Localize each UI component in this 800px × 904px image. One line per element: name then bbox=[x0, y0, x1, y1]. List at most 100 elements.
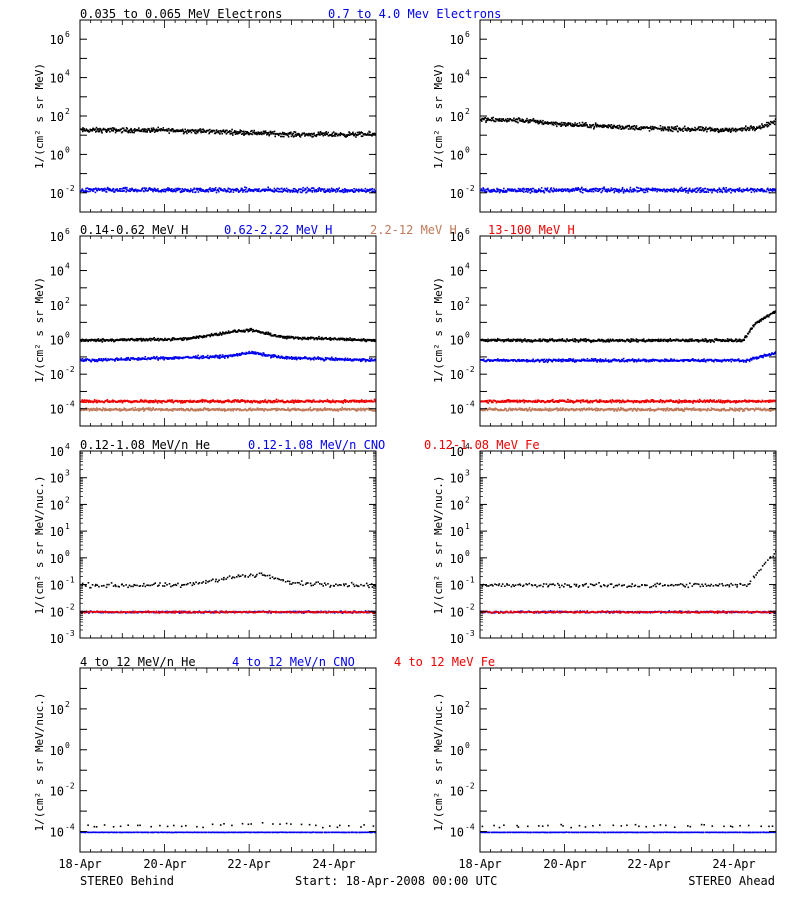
y-tick-label: 10 bbox=[50, 148, 64, 162]
data-point bbox=[568, 189, 570, 191]
data-point bbox=[172, 410, 174, 412]
data-point bbox=[531, 340, 533, 342]
data-point bbox=[258, 191, 260, 193]
data-point bbox=[754, 188, 756, 190]
data-point bbox=[182, 189, 184, 191]
data-point bbox=[354, 134, 356, 136]
y-tick-label: 10 bbox=[450, 148, 464, 162]
data-point bbox=[589, 191, 591, 193]
data-point bbox=[337, 191, 339, 193]
data-point bbox=[577, 187, 579, 189]
data-point bbox=[613, 188, 615, 190]
data-point bbox=[147, 190, 149, 192]
data-point bbox=[113, 188, 115, 190]
y-tick-label: 10 bbox=[450, 33, 464, 47]
data-point bbox=[331, 357, 333, 359]
data-point bbox=[526, 118, 528, 120]
data-point bbox=[92, 130, 94, 132]
y-tick-exponent: 2 bbox=[465, 107, 470, 116]
data-point bbox=[126, 187, 128, 189]
data-point bbox=[120, 357, 122, 359]
data-point bbox=[222, 354, 224, 356]
data-point bbox=[574, 122, 576, 124]
data-point bbox=[305, 401, 307, 403]
data-point bbox=[187, 129, 189, 131]
data-point bbox=[560, 124, 562, 126]
data-point bbox=[623, 192, 625, 194]
data-point bbox=[85, 358, 87, 360]
data-point bbox=[602, 190, 604, 192]
data-point bbox=[91, 189, 93, 191]
data-point bbox=[552, 124, 554, 126]
data-point bbox=[201, 188, 203, 190]
data-point bbox=[498, 120, 500, 122]
data-point bbox=[230, 354, 232, 356]
data-point bbox=[274, 131, 276, 133]
data-point bbox=[101, 188, 103, 190]
data-point bbox=[286, 188, 288, 190]
data-point bbox=[686, 130, 688, 132]
data-point bbox=[273, 133, 275, 135]
data-point bbox=[570, 123, 572, 125]
data-point bbox=[371, 188, 373, 190]
data-point bbox=[123, 407, 125, 409]
data-point bbox=[751, 191, 753, 193]
data-point bbox=[333, 131, 335, 133]
data-point bbox=[329, 188, 331, 190]
data-point bbox=[247, 132, 249, 134]
data-point bbox=[188, 131, 190, 133]
data-point bbox=[499, 118, 501, 120]
data-point bbox=[620, 191, 622, 193]
data-point bbox=[142, 187, 144, 189]
data-point bbox=[720, 189, 722, 191]
data-point bbox=[153, 356, 155, 358]
data-point bbox=[652, 187, 654, 189]
data-point bbox=[103, 190, 105, 192]
data-point bbox=[233, 191, 235, 193]
data-point bbox=[98, 338, 100, 340]
data-point bbox=[667, 128, 669, 130]
data-point bbox=[355, 136, 357, 138]
data-point bbox=[358, 131, 360, 133]
data-point bbox=[337, 189, 339, 191]
data-point bbox=[481, 188, 483, 190]
data-point bbox=[208, 191, 210, 193]
data-point bbox=[312, 136, 314, 138]
y-tick-label: 10 bbox=[50, 230, 64, 244]
data-point bbox=[725, 128, 727, 130]
data-point bbox=[622, 126, 624, 128]
data-point bbox=[239, 401, 241, 403]
data-point bbox=[227, 190, 229, 192]
data-point bbox=[290, 133, 292, 135]
data-point bbox=[82, 358, 84, 360]
data-point bbox=[628, 128, 630, 130]
data-point bbox=[205, 131, 207, 133]
data-point bbox=[662, 126, 664, 128]
data-point bbox=[138, 127, 140, 129]
data-point bbox=[198, 191, 200, 193]
legend-row4: 4 to 12 MeV/n He 4 to 12 MeV/n CNO 4 to … bbox=[80, 655, 495, 669]
data-point bbox=[541, 187, 543, 189]
data-point bbox=[730, 130, 732, 132]
y-tick-exponent: 4 bbox=[65, 262, 70, 271]
data-point bbox=[124, 187, 126, 189]
data-point bbox=[639, 127, 641, 129]
data-point bbox=[281, 188, 283, 190]
data-point bbox=[742, 130, 744, 132]
data-point bbox=[313, 133, 315, 135]
data-point bbox=[243, 132, 245, 134]
data-point bbox=[685, 128, 687, 130]
data-point bbox=[250, 408, 252, 410]
data-point bbox=[603, 186, 605, 188]
y-tick-exponent: 4 bbox=[465, 69, 470, 78]
data-point bbox=[365, 188, 367, 190]
data-point bbox=[298, 190, 300, 192]
data-point bbox=[635, 190, 637, 192]
data-point bbox=[363, 338, 365, 340]
data-point bbox=[99, 131, 101, 133]
ylabel-r3-left: 1/(cm² s sr MeV/nuc.) bbox=[33, 475, 46, 614]
data-point bbox=[223, 190, 225, 192]
data-point bbox=[533, 188, 535, 190]
data-point bbox=[371, 358, 373, 360]
data-point bbox=[521, 341, 523, 343]
